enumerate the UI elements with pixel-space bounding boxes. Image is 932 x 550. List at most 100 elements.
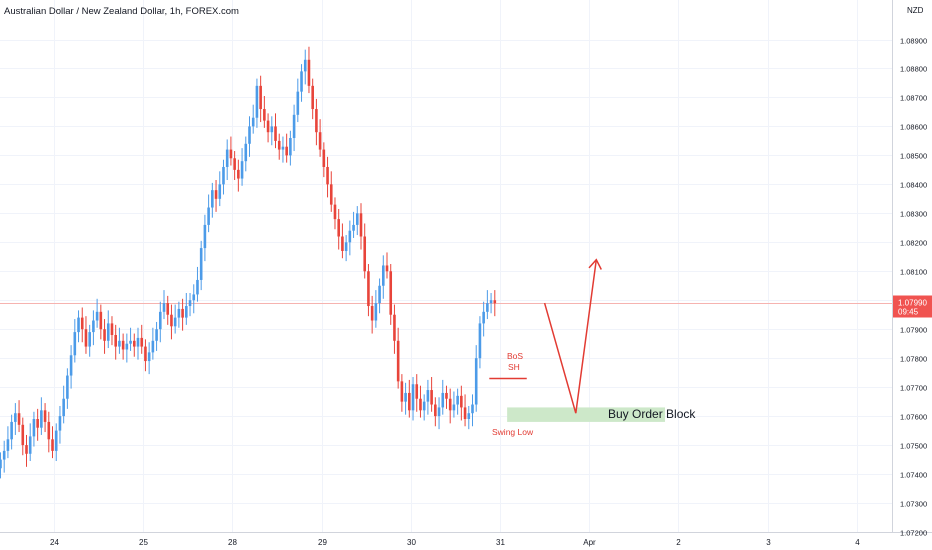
candle <box>307 46 311 94</box>
candle-body <box>378 285 381 304</box>
price-tick-label: 1.08100 <box>900 268 927 277</box>
candle <box>185 292 188 325</box>
candle <box>493 290 497 317</box>
candle-body <box>84 329 88 347</box>
candle-body <box>40 410 43 428</box>
candle-body <box>144 346 147 362</box>
candle <box>58 405 62 444</box>
time-tick-label: 31 <box>496 538 505 547</box>
candle-body <box>493 300 497 304</box>
candle <box>218 171 222 207</box>
candle-body <box>355 213 359 225</box>
candle-body <box>307 59 311 86</box>
candle <box>359 203 363 250</box>
candle-body <box>322 149 326 167</box>
candle-body <box>155 329 158 341</box>
candle <box>355 206 359 236</box>
candle-body <box>389 271 393 315</box>
candle <box>114 324 117 360</box>
candle <box>445 385 448 409</box>
candle-body <box>136 337 140 347</box>
candle-body <box>434 404 437 417</box>
annotation-layer <box>507 407 666 422</box>
swing-low-label: Swing Low <box>492 427 534 437</box>
candle-body <box>151 340 155 353</box>
candle <box>73 319 77 363</box>
time-tick-label: 25 <box>139 538 148 547</box>
candle-body <box>158 311 162 330</box>
candle <box>233 151 236 181</box>
candle-body <box>486 303 489 312</box>
time-tick-label: 3 <box>766 538 771 547</box>
candle-body <box>270 126 274 133</box>
candle <box>225 139 229 181</box>
candles <box>0 46 497 479</box>
candle <box>118 327 121 354</box>
candle-body <box>88 332 91 347</box>
candle-body <box>277 140 281 150</box>
time-tick-label: 29 <box>318 538 327 547</box>
candle-body <box>110 323 114 335</box>
candle-body <box>95 311 99 321</box>
candle-body <box>296 91 300 115</box>
candle <box>460 385 463 421</box>
candle <box>311 78 314 120</box>
candle <box>84 316 88 354</box>
candle-body <box>426 390 430 402</box>
candle <box>389 264 393 325</box>
time-axis[interactable]: 24 25 28 29 30 31 Apr 2 3 4 <box>50 538 860 547</box>
candle <box>285 133 288 163</box>
candle-body <box>162 303 166 312</box>
candle-body <box>281 146 285 150</box>
chart-title: Australian Dollar / New Zealand Dollar, … <box>4 6 239 17</box>
candle-body <box>203 224 207 249</box>
candle-body <box>456 395 459 405</box>
price-tick-label: 1.07400 <box>900 471 927 480</box>
candle <box>155 321 158 351</box>
candle-body <box>25 445 28 454</box>
candle-body <box>80 317 84 330</box>
candle <box>296 78 300 123</box>
candle <box>129 327 132 351</box>
candle <box>318 119 322 157</box>
candle <box>281 136 285 163</box>
candle-body <box>419 398 422 411</box>
price-tick-label: 1.08400 <box>900 181 927 190</box>
candle-body <box>489 300 493 304</box>
candle <box>426 379 430 415</box>
candle-body <box>396 340 400 382</box>
candle-body <box>0 459 2 469</box>
candle <box>474 345 478 412</box>
candle-body <box>255 85 259 118</box>
candle-body <box>381 265 385 286</box>
time-tick-label: Apr <box>583 538 596 547</box>
candle <box>315 98 318 146</box>
candle <box>441 379 445 415</box>
price-tick-label: 1.08600 <box>900 123 927 132</box>
candle <box>17 400 21 433</box>
candle-body <box>147 352 151 362</box>
candle <box>92 310 95 346</box>
candle-body <box>121 340 125 350</box>
candle-body <box>225 149 229 167</box>
candle-body <box>77 317 80 333</box>
candle <box>381 255 385 299</box>
price-axis[interactable]: 1.07200 1.07300 1.07400 1.07500 1.07600 1.077… <box>900 37 927 538</box>
candle-body <box>348 230 352 243</box>
candle-body <box>329 184 333 205</box>
candle-body <box>337 219 340 237</box>
candle <box>144 339 147 372</box>
candle-body <box>452 404 456 411</box>
price-tick-label: 1.07300 <box>900 500 927 509</box>
candle-body <box>315 109 318 133</box>
order-block-zone <box>507 407 666 422</box>
candle <box>2 440 6 473</box>
candle-body <box>54 430 58 451</box>
candle-body <box>92 320 95 333</box>
current-price-tag: 1.07990 09:45 <box>893 295 932 318</box>
price-tick-label: 1.07200 <box>900 529 927 538</box>
candle-body <box>393 314 396 341</box>
candle <box>110 316 114 346</box>
candle <box>489 292 493 314</box>
